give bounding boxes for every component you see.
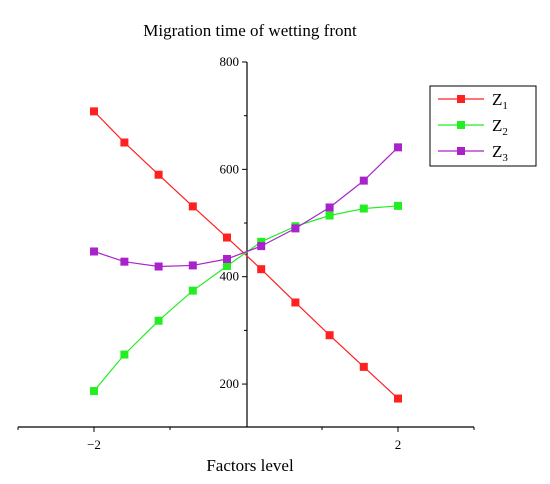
- data-point: [325, 203, 334, 212]
- data-point: [359, 362, 368, 371]
- chart-title: Migration time of wetting front: [143, 21, 357, 40]
- data-point: [223, 233, 231, 242]
- data-point: [120, 257, 129, 266]
- data-point: [394, 143, 402, 152]
- legend-marker: [457, 147, 465, 155]
- series-line: [93, 146, 399, 268]
- series-layer: [90, 107, 402, 403]
- data-point: [257, 242, 266, 251]
- data-point: [257, 237, 266, 246]
- data-point: [257, 265, 266, 274]
- y-tick-label: 600: [220, 161, 240, 176]
- data-point: [188, 202, 197, 211]
- data-point: [291, 224, 300, 233]
- data-point: [120, 138, 129, 147]
- data-point: [359, 176, 368, 185]
- data-point: [154, 170, 163, 179]
- data-point: [223, 261, 231, 270]
- data-point: [325, 211, 334, 220]
- data-point: [359, 204, 368, 213]
- legend-label-subscript: 3: [502, 152, 508, 164]
- x-tick-label: −2: [87, 437, 101, 452]
- ticks: 200 400 600 800 −2 2: [17, 54, 475, 452]
- y-tick-label: 200: [220, 376, 240, 391]
- data-point: [188, 261, 197, 270]
- axes: [18, 62, 474, 428]
- legend-label-subscript: 2: [502, 126, 508, 138]
- data-point: [188, 286, 197, 295]
- data-point: [325, 331, 334, 340]
- legend-marker: [457, 121, 465, 129]
- data-point: [394, 394, 402, 403]
- data-point: [291, 298, 300, 307]
- data-point: [90, 107, 98, 116]
- series-Z3: [90, 143, 402, 271]
- y-tick-label: 400: [220, 269, 240, 284]
- x-axis-label: Factors level: [206, 456, 294, 475]
- data-point: [223, 254, 231, 263]
- y-tick-label: 800: [220, 54, 240, 69]
- data-point: [154, 262, 163, 271]
- legend-marker: [457, 95, 465, 103]
- legend-box: [429, 85, 537, 167]
- data-point: [90, 247, 98, 256]
- series-Z2: [90, 201, 402, 396]
- data-point: [394, 201, 402, 210]
- data-point: [90, 387, 98, 396]
- series-Z1: [90, 107, 402, 403]
- series-line: [93, 205, 399, 392]
- series-line: [93, 110, 399, 399]
- legend-label-subscript: 1: [502, 100, 508, 112]
- x-tick-label: 2: [395, 437, 402, 452]
- data-point: [154, 316, 163, 325]
- data-point: [120, 350, 129, 359]
